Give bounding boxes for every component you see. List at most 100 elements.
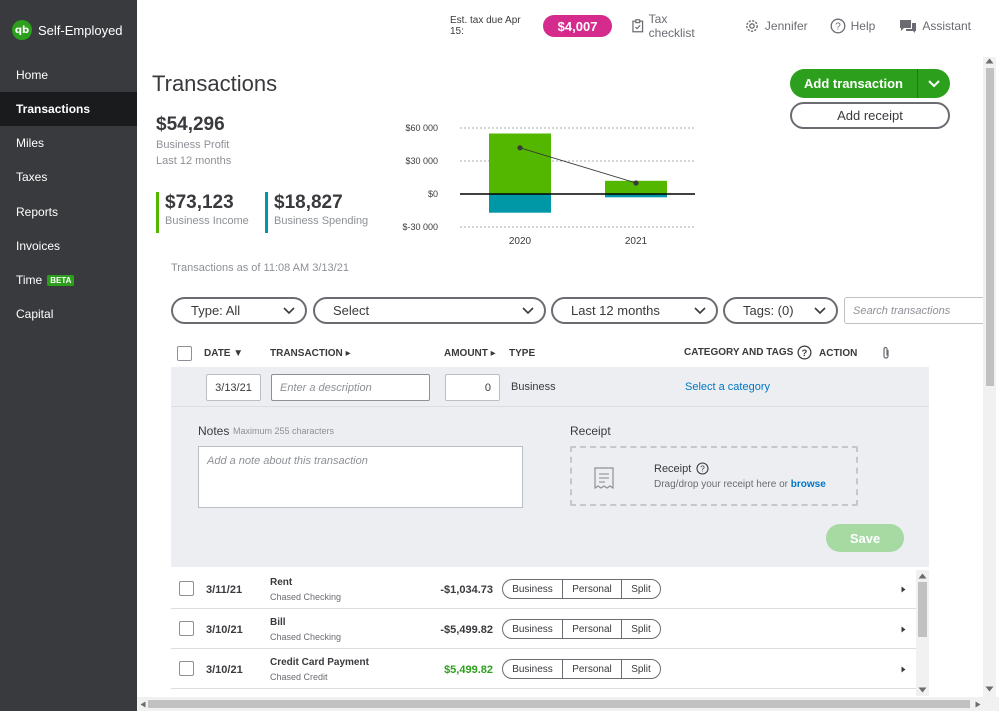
assistant-label: Assistant bbox=[922, 19, 971, 33]
select-category-link[interactable]: Select a category bbox=[685, 381, 770, 393]
segment-split[interactable]: Split bbox=[621, 580, 660, 598]
search-input[interactable]: Search transactions bbox=[844, 297, 994, 324]
assistant-button[interactable]: Assistant bbox=[899, 19, 971, 34]
svg-text:?: ? bbox=[701, 464, 706, 473]
svg-text:?: ? bbox=[802, 348, 808, 358]
sidebar-item-transactions[interactable]: Transactions bbox=[0, 92, 137, 126]
segment-personal[interactable]: Personal bbox=[562, 580, 621, 598]
business-spending-value: $18,827 bbox=[274, 192, 343, 213]
tax-due-amount-button[interactable]: $4,007 bbox=[542, 15, 613, 37]
sidebar-item-time[interactable]: Time BETA bbox=[0, 263, 137, 297]
expand-row-icon[interactable] bbox=[901, 666, 906, 673]
transaction-header-label: TRANSACTION bbox=[270, 348, 343, 359]
table-row[interactable]: 3/11/21 Rent Chased Checking -$1,034.73 Busi… bbox=[171, 569, 916, 609]
receipt-title: Receipt ? bbox=[654, 462, 709, 475]
row-checkbox[interactable] bbox=[179, 581, 194, 596]
row-amount: $5,499.82 bbox=[444, 664, 493, 676]
sidebar-item-home[interactable]: Home bbox=[0, 58, 137, 92]
brand[interactable]: qb Self-Employed bbox=[12, 20, 123, 40]
beta-badge: BETA bbox=[47, 274, 75, 286]
type-filter-dropdown[interactable]: Type: All bbox=[171, 297, 307, 324]
income-bar bbox=[489, 133, 551, 194]
date-range-label: Last 12 months bbox=[571, 303, 660, 318]
chevron-down-icon bbox=[522, 306, 534, 314]
row-checkbox[interactable] bbox=[179, 661, 194, 676]
business-spending-label: Business Spending bbox=[274, 215, 369, 227]
sidebar-item-taxes[interactable]: Taxes bbox=[0, 160, 137, 194]
date-header-label: DATE bbox=[204, 348, 231, 359]
sidebar-item-label: Reports bbox=[16, 205, 59, 219]
profit-chart: $60 000 $30 000 $0 $-30 000 2020 2021 bbox=[402, 123, 695, 247]
amount-column-header[interactable]: AMOUNT ▸ bbox=[444, 348, 496, 359]
list-scroll-thumb[interactable] bbox=[918, 582, 927, 637]
help-icon[interactable]: ? bbox=[797, 345, 812, 360]
scroll-down-arrow-icon[interactable] bbox=[918, 687, 927, 693]
attachment-icon bbox=[883, 346, 889, 359]
add-transaction-button[interactable]: Add transaction bbox=[790, 69, 950, 98]
income-bar bbox=[605, 180, 667, 194]
add-transaction-label[interactable]: Add transaction bbox=[790, 69, 918, 98]
business-profit-value: $54,296 bbox=[156, 114, 225, 135]
save-button[interactable]: Save bbox=[826, 524, 904, 552]
select-all-checkbox[interactable] bbox=[177, 346, 192, 361]
expand-row-icon[interactable] bbox=[901, 626, 906, 633]
date-field[interactable]: 3/13/21 bbox=[206, 374, 261, 401]
transaction-column-header[interactable]: TRANSACTION ▸ bbox=[270, 348, 351, 359]
scroll-down-arrow-icon[interactable] bbox=[985, 686, 994, 692]
profit-point bbox=[633, 180, 639, 186]
tags-filter-label: Tags: (0) bbox=[743, 303, 794, 318]
row-date: 3/11/21 bbox=[206, 584, 243, 596]
table-row[interactable]: 3/10/21 Bill Chased Checking -$5,499.82 Busi… bbox=[171, 609, 916, 649]
tax-due-label: Est. tax due Apr 15: bbox=[450, 15, 521, 37]
row-account: Chased Checking bbox=[270, 592, 342, 602]
sidebar-item-reports[interactable]: Reports bbox=[0, 195, 137, 229]
page-scroll-thumb[interactable] bbox=[986, 68, 994, 386]
segment-personal[interactable]: Personal bbox=[562, 620, 621, 638]
scroll-left-arrow-icon[interactable] bbox=[140, 701, 146, 708]
expand-row-icon[interactable] bbox=[901, 586, 906, 593]
receipt-title-text: Receipt bbox=[654, 462, 692, 475]
sidebar-item-capital[interactable]: Capital bbox=[0, 297, 137, 331]
segment-personal[interactable]: Personal bbox=[562, 660, 621, 678]
browse-link[interactable]: browse bbox=[790, 479, 826, 490]
scroll-right-arrow-icon[interactable] bbox=[975, 701, 981, 708]
receipt-dropzone[interactable]: Receipt ? Drag/drop your receipt here or… bbox=[570, 446, 858, 506]
x-tick-label: 2021 bbox=[625, 236, 648, 247]
amount-input[interactable]: 0 bbox=[445, 374, 500, 401]
amount-header-label: AMOUNT bbox=[444, 348, 488, 359]
help-icon[interactable]: ? bbox=[696, 462, 709, 475]
profit-point bbox=[517, 145, 523, 151]
user-menu[interactable]: Jennifer bbox=[744, 18, 808, 34]
tags-filter-dropdown[interactable]: Tags: (0) bbox=[723, 297, 838, 324]
help-label: Help bbox=[850, 19, 876, 33]
date-range-dropdown[interactable]: Last 12 months bbox=[551, 297, 718, 324]
row-checkbox[interactable] bbox=[179, 621, 194, 636]
type-filter-label: Type: All bbox=[191, 303, 241, 318]
table-row[interactable]: 3/10/21 Credit Card Payment Chased Credit $… bbox=[171, 649, 916, 689]
spending-bar bbox=[489, 194, 551, 213]
tax-checklist-link[interactable]: Tax checklist bbox=[632, 12, 714, 40]
brand-name: Self-Employed bbox=[38, 22, 123, 38]
segment-business[interactable]: Business bbox=[512, 623, 553, 635]
new-transaction-editor: 3/13/21 Enter a description 0 Business S… bbox=[171, 367, 929, 567]
segment-business[interactable]: Business bbox=[512, 583, 553, 595]
help-button[interactable]: ? Help bbox=[830, 18, 876, 34]
scroll-up-arrow-icon[interactable] bbox=[985, 58, 994, 64]
select-filter-dropdown[interactable]: Select bbox=[313, 297, 546, 324]
chevron-down-icon[interactable] bbox=[918, 79, 950, 88]
sidebar-item-invoices[interactable]: Invoices bbox=[0, 229, 137, 263]
add-receipt-button[interactable]: Add receipt bbox=[790, 102, 950, 129]
horizontal-scroll-thumb[interactable] bbox=[148, 700, 970, 708]
notes-textarea[interactable]: Add a note about this transaction bbox=[198, 446, 523, 508]
sidebar-item-miles[interactable]: Miles bbox=[0, 126, 137, 160]
row-amount: -$1,034.73 bbox=[440, 584, 493, 596]
receipt-section-label: Receipt bbox=[570, 424, 611, 438]
description-input[interactable]: Enter a description bbox=[271, 374, 430, 401]
segment-business[interactable]: Business bbox=[512, 663, 553, 675]
segment-split[interactable]: Split bbox=[621, 620, 660, 638]
scroll-up-arrow-icon[interactable] bbox=[918, 573, 927, 579]
date-column-header[interactable]: DATE ▼ bbox=[204, 348, 243, 359]
clipboard-icon bbox=[632, 19, 644, 33]
segment-split[interactable]: Split bbox=[621, 660, 660, 678]
business-profit-label: Business Profit bbox=[156, 139, 230, 151]
